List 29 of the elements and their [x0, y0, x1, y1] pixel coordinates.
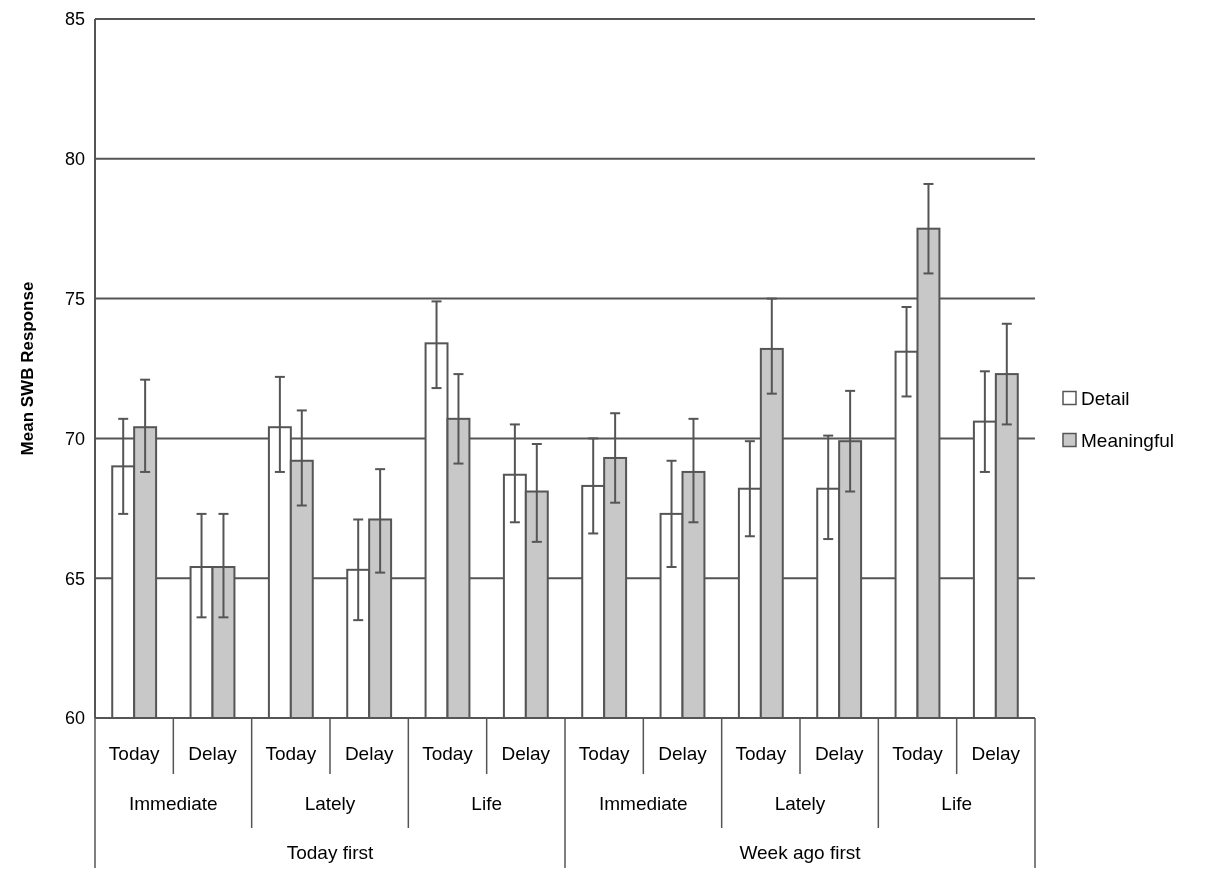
y-tick-label: 85: [64, 9, 85, 30]
text: Life: [471, 793, 502, 814]
x-tick-label: Today: [578, 743, 631, 764]
x-tick-label: Delay: [971, 743, 1021, 764]
text: Life: [941, 793, 972, 814]
legend-label: Meaningful: [1081, 430, 1174, 452]
text: Lately: [774, 793, 826, 814]
y-tick-label: 75: [64, 288, 85, 309]
x-tick-label: Delay: [188, 743, 238, 764]
y-tick-label: 80: [64, 149, 85, 170]
x-tick-label: Delay: [344, 743, 394, 764]
x-tick-label: Today: [422, 743, 474, 764]
text: Immediate: [128, 793, 218, 814]
x-tick-label: Today: [108, 743, 161, 764]
legend-label: Detail: [1081, 388, 1130, 410]
y-tick-label: 70: [64, 428, 85, 449]
y-tick-label: 65: [64, 568, 85, 589]
x-tick-label: Today: [892, 743, 944, 764]
y-tick-label: 60: [64, 708, 85, 729]
y-axis-title: Mean SWB Response: [18, 281, 37, 456]
text: Week ago first: [739, 842, 862, 863]
text: Immediate: [598, 793, 688, 814]
text: Lately: [304, 793, 356, 814]
x-tick-label: Delay: [814, 743, 864, 764]
x-tick-label: Today: [735, 743, 787, 764]
text: Today first: [286, 842, 375, 863]
x-tick-label: Delay: [501, 743, 551, 764]
x-tick-label: Delay: [658, 743, 708, 764]
x-tick-label: Today: [265, 743, 317, 764]
